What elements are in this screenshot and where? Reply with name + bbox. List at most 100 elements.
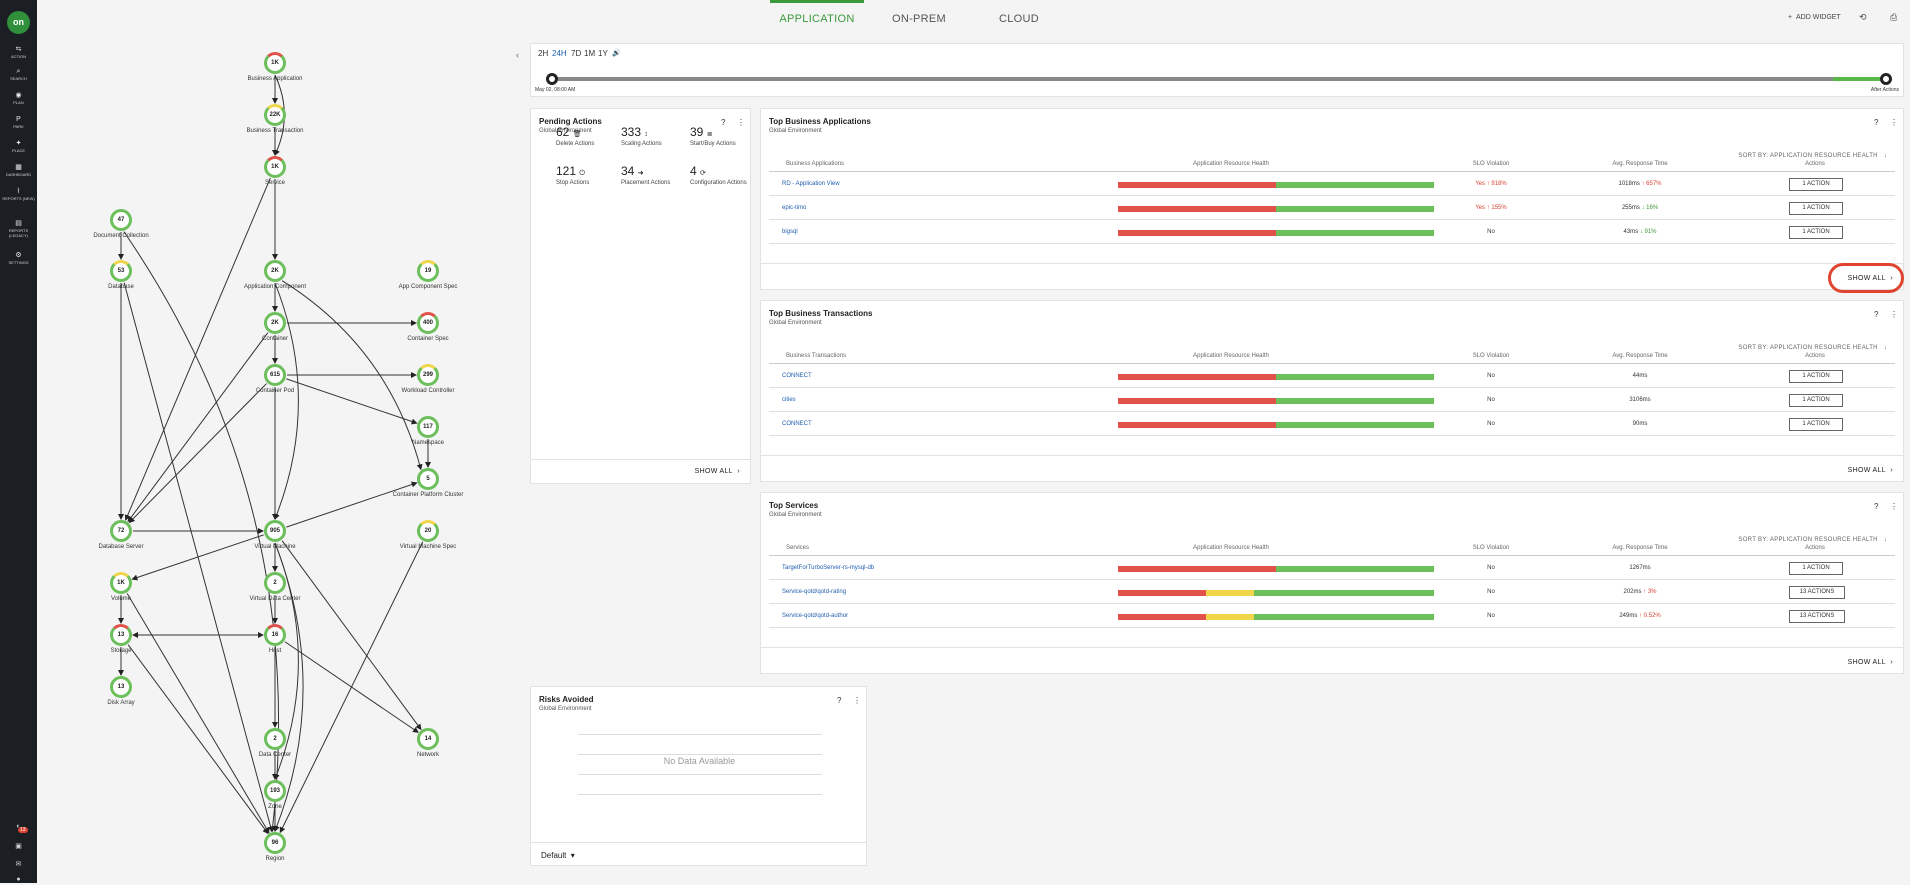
actions-button[interactable]: 1 ACTION: [1789, 418, 1843, 431]
graph-node-vdc[interactable]: 2: [264, 572, 286, 594]
graph-node-appcompspec[interactable]: 19: [417, 260, 439, 282]
help-circle-icon[interactable]: ?: [1874, 310, 1879, 319]
nav-plan[interactable]: ◉ PLAN: [0, 92, 37, 105]
range-1y[interactable]: 1Y: [598, 49, 608, 58]
more-vertical-icon[interactable]: ⋮: [737, 118, 745, 127]
actions-button[interactable]: 1 ACTION: [1789, 562, 1843, 575]
table-row[interactable]: cities No 3106ms 1 ACTION: [769, 388, 1895, 412]
range-2h[interactable]: 2H: [538, 49, 549, 58]
table-row[interactable]: RD - Application View Yes ↑ 918% 1018ms ↑ …: [769, 172, 1895, 196]
nav-action[interactable]: ⇆ ACTION: [0, 46, 37, 59]
speaker-icon[interactable]: 🔊: [612, 50, 621, 57]
graph-node-containerpod[interactable]: 615: [264, 364, 286, 386]
add-widget-button[interactable]: + ADD WIDGET: [1788, 14, 1841, 21]
view-dropdown[interactable]: Default ▾: [541, 851, 575, 860]
actions-button[interactable]: 1 ACTION: [1789, 370, 1843, 383]
collapse-chevron-icon[interactable]: ‹: [516, 50, 519, 60]
row-name-link[interactable]: CONNECT: [782, 421, 812, 427]
table-row[interactable]: CONNECT No 90ms 1 ACTION: [769, 412, 1895, 436]
graph-node-region[interactable]: 96: [264, 832, 286, 854]
row-name-link[interactable]: CONNECT: [782, 373, 812, 379]
help-circle-icon[interactable]: ?: [1874, 502, 1879, 511]
graph-node-datacenter[interactable]: 2: [264, 728, 286, 750]
graph-node-workload[interactable]: 299: [417, 364, 439, 386]
nav-place[interactable]: ✦ PLACE: [0, 140, 37, 153]
pending-count[interactable]: 34 ➜: [621, 164, 644, 178]
actions-button[interactable]: 13 ACTIONS: [1789, 610, 1845, 623]
help-circle-icon[interactable]: ?: [837, 696, 842, 705]
services-show-all-button[interactable]: SHOW ALL ›: [1847, 659, 1893, 666]
table-row[interactable]: epic-timo Yes ↑ 155% 255ms ↓ 16% 1 ACTION: [769, 196, 1895, 220]
graph-node-biztxn[interactable]: 22K: [264, 104, 286, 126]
graph-node-namespace[interactable]: 117: [417, 416, 439, 438]
graph-node-host[interactable]: 16: [264, 624, 286, 646]
help-circle-icon[interactable]: ?: [1874, 118, 1879, 127]
history-icon[interactable]: ⟲: [1859, 12, 1867, 22]
more-vertical-icon[interactable]: ⋮: [853, 696, 861, 705]
graph-node-appcomp[interactable]: 2K: [264, 260, 286, 282]
help-icon[interactable]: ▣: [15, 843, 22, 850]
graph-node-diskarray[interactable]: 13: [110, 676, 132, 698]
more-vertical-icon[interactable]: ⋮: [1890, 118, 1898, 127]
pending-count[interactable]: 121 ⏻: [556, 164, 585, 178]
table-row[interactable]: bigsql No 43ms ↓ 91% 1 ACTION: [769, 220, 1895, 244]
range-7d[interactable]: 7D: [571, 49, 582, 58]
graph-node-service[interactable]: 1K: [264, 156, 286, 178]
row-name-link[interactable]: TargetForTurboServer-rs-mysql-db: [782, 565, 875, 571]
actions-button[interactable]: 1 ACTION: [1789, 226, 1843, 239]
actions-button[interactable]: 1 ACTION: [1789, 394, 1843, 407]
row-name-link[interactable]: cities: [782, 397, 796, 403]
table-row[interactable]: Service-qotd/qotd-author No 249ms ↑ 0.52% 1…: [769, 604, 1895, 628]
nav-reports-new[interactable]: ⌇ REPORTS (NEW): [0, 188, 37, 201]
graph-node-containerspec[interactable]: 400: [417, 312, 439, 334]
graph-node-database[interactable]: 53: [110, 260, 132, 282]
app-logo[interactable]: on: [7, 11, 30, 34]
graph-node-vm[interactable]: 905: [264, 520, 286, 542]
nav-park[interactable]: P PARK: [0, 116, 37, 129]
actions-button[interactable]: 1 ACTION: [1789, 202, 1843, 215]
pending-count[interactable]: 62 🗑: [556, 125, 582, 139]
print-icon[interactable]: ⎙: [1890, 12, 1898, 22]
actions-button[interactable]: 1 ACTION: [1789, 178, 1843, 191]
help-circle-icon[interactable]: ?: [721, 118, 726, 127]
tab-application[interactable]: APPLICATION: [770, 0, 864, 34]
row-name-link[interactable]: Service-qotd/qotd-author: [782, 613, 849, 619]
row-name-link[interactable]: RD - Application View: [782, 181, 840, 187]
graph-node-doccol[interactable]: 47: [110, 209, 132, 231]
row-name-link[interactable]: Service-qotd/qotd-rating: [782, 589, 847, 595]
graph-node-dbserver[interactable]: 72: [110, 520, 132, 542]
nav-search[interactable]: ⌕ SEARCH: [0, 68, 37, 81]
nav-reports-legacy[interactable]: ▤ REPORTS (LEGACY): [0, 220, 37, 238]
pending-count[interactable]: 4 ⟳: [690, 164, 706, 178]
tab-on-prem[interactable]: ON-PREM: [891, 13, 947, 25]
graph-node-volume[interactable]: 1K: [110, 572, 132, 594]
graph-node-network[interactable]: 14: [417, 728, 439, 750]
pending-count[interactable]: 333 ↕: [621, 125, 648, 139]
table-row[interactable]: Service-qotd/qotd-rating No 202ms ↑ 3% 13 A…: [769, 580, 1895, 604]
mail-icon[interactable]: ✉: [15, 861, 22, 868]
sort-dropdown[interactable]: SORT BY: APPLICATION RESOURCE HEALTH ↓: [1738, 345, 1887, 351]
timeline-end-handle[interactable]: [1880, 73, 1892, 85]
more-vertical-icon[interactable]: ⋮: [1890, 310, 1898, 319]
table-row[interactable]: TargetForTurboServer-rs-mysql-db No 1267ms…: [769, 556, 1895, 580]
tab-cloud[interactable]: CLOUD: [998, 13, 1039, 25]
table-row[interactable]: CONNECT No 44ms 1 ACTION: [769, 364, 1895, 388]
nav-dashboard[interactable]: ▦ DASHBOARD: [0, 164, 37, 177]
timeline-start-handle[interactable]: [546, 73, 558, 85]
range-1m[interactable]: 1M: [584, 49, 596, 58]
sort-dropdown[interactable]: SORT BY: APPLICATION RESOURCE HEALTH ↓: [1738, 153, 1887, 159]
graph-node-container[interactable]: 2K: [264, 312, 286, 334]
apps-show-all-button[interactable]: SHOW ALL ›: [1847, 275, 1893, 282]
range-24h[interactable]: 24H: [552, 49, 567, 58]
user-icon[interactable]: ●: [16, 876, 21, 883]
timeline-track[interactable]: [551, 77, 1887, 81]
row-name-link[interactable]: epic-timo: [782, 205, 807, 211]
graph-node-vmspec[interactable]: 20: [417, 520, 439, 542]
more-vertical-icon[interactable]: ⋮: [1890, 502, 1898, 511]
graph-node-cpcluster[interactable]: 5: [417, 468, 439, 490]
graph-node-bizapp[interactable]: 1K: [264, 52, 286, 74]
notifications-icon[interactable]: ◐: [12, 823, 25, 832]
actions-button[interactable]: 13 ACTIONS: [1789, 586, 1845, 599]
row-name-link[interactable]: bigsql: [782, 229, 798, 235]
sort-dropdown[interactable]: SORT BY: APPLICATION RESOURCE HEALTH ↓: [1738, 537, 1887, 543]
